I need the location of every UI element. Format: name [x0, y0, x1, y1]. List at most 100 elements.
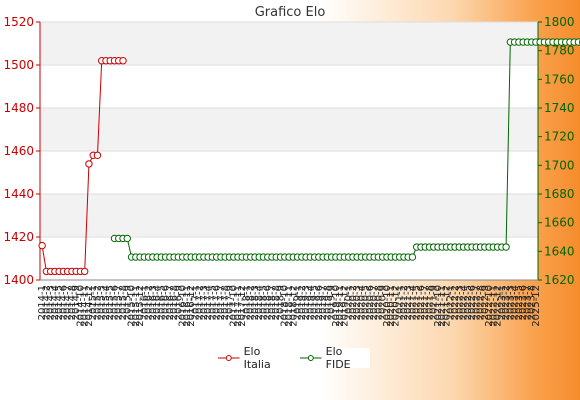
x-tick-label: 2016-7 — [165, 285, 176, 320]
x-tick-label: 2022-9 — [480, 285, 491, 320]
x-tick-label: 2022-12 — [493, 285, 504, 327]
series-point-1 — [123, 234, 131, 243]
y-tick-label-left: 1440 — [3, 187, 34, 201]
x-tick-label: 2021-5 — [412, 285, 423, 320]
x-tick-label: 2017-8 — [220, 285, 231, 320]
x-tick-label: 2019-9 — [327, 285, 338, 320]
series-point-0 — [85, 160, 93, 168]
y-tick-label-left: 1460 — [3, 144, 34, 158]
x-tick-label: 2018-2 — [246, 285, 257, 320]
legend-item-fide: Elo FIDE — [300, 345, 370, 371]
x-tick-label: 2020-1 — [344, 285, 355, 320]
x-tick-label: 2014-2 — [41, 285, 52, 320]
y-tick-label-right: 1660 — [544, 216, 575, 230]
x-tick-label: 2018-1 — [241, 285, 252, 320]
x-tick-label: 2017-4 — [203, 285, 214, 320]
x-tick-label: 2021-7 — [420, 285, 431, 320]
x-tick-label: 2018-11 — [284, 285, 295, 327]
x-tick-label: 2020-11 — [386, 285, 397, 327]
x-tick-label: 2023-4 — [510, 285, 521, 320]
x-tick-label: 2014-11 — [80, 285, 91, 327]
x-tick-label: 2018-3 — [250, 285, 261, 320]
series-point-1 — [408, 253, 417, 261]
x-tick-label: 2015-10 — [127, 285, 138, 327]
x-tick-label: 2015-7 — [114, 285, 125, 320]
x-tick-label: 2019-2 — [297, 285, 308, 320]
series-point-0 — [38, 241, 46, 250]
x-tick-label: 2020-3 — [352, 285, 363, 320]
x-tick-label: 2019-10 — [331, 285, 342, 327]
y-tick-label-right: 1640 — [544, 244, 575, 258]
x-tick-label: 2022-4 — [459, 285, 470, 320]
x-tick-label: 2019-5 — [310, 285, 321, 320]
chart-legend: Elo Italia Elo FIDE — [212, 345, 370, 371]
y-tick-label-right: 1800 — [544, 15, 575, 29]
x-tick-label: 2018-10 — [280, 285, 291, 327]
x-tick-label: 2021-10 — [433, 285, 444, 327]
series-point-0 — [119, 57, 127, 65]
x-tick-label: 2018-7 — [267, 285, 278, 320]
x-tick-label: 2017-6 — [212, 285, 223, 320]
x-tick-label: 2016-4 — [152, 285, 163, 320]
x-tick-label: 2017-2 — [195, 285, 206, 320]
x-tick-label: 2019-6 — [314, 285, 325, 320]
x-tick-label: 2023-8 — [527, 285, 538, 320]
x-tick-label: 2014-7 — [63, 285, 74, 320]
x-tick-label: 2017-1 — [190, 285, 201, 320]
x-tick-label: 2022-2 — [450, 285, 461, 320]
x-tick-label: 2016-1 — [139, 285, 150, 320]
x-tick-label: 2022-1 — [446, 285, 457, 320]
y-tick-label-right: 1720 — [544, 130, 575, 144]
x-tick-label: 2014-3 — [46, 285, 57, 320]
x-tick-label: 2020-4 — [356, 285, 367, 320]
x-tick-label: 2018-6 — [263, 285, 274, 320]
x-tick-label: 2019-12 — [339, 285, 350, 327]
x-tick-label: 2019-4 — [305, 285, 316, 320]
x-tick-label: 2015-8 — [118, 285, 129, 320]
x-tick-label: 2021-4 — [407, 285, 418, 320]
series-point-1 — [574, 38, 580, 46]
x-tick-label: 2018-8 — [271, 285, 282, 320]
x-tick-label: 2020-2 — [348, 285, 359, 320]
x-tick-label: 2021-8 — [424, 285, 435, 320]
x-tick-label: 2020-12 — [390, 285, 401, 327]
x-tick-label: 2014-8 — [67, 285, 78, 320]
legend-swatch-fide — [300, 355, 322, 361]
x-tick-label: 2022-7 — [471, 285, 482, 320]
x-tick-label: 2015-4 — [101, 285, 112, 320]
x-tick-label: 2020-10 — [382, 285, 393, 327]
x-tick-label: 2022-5 — [463, 285, 474, 320]
y-tick-label-right: 1620 — [544, 273, 575, 287]
x-tick-label: 2015-12 — [135, 285, 146, 327]
y-tick-label-left: 1420 — [3, 230, 34, 244]
x-tick-label: 2018-4 — [254, 285, 265, 320]
series-point-1 — [502, 243, 510, 251]
x-tick-label: 2022-10 — [484, 285, 495, 327]
x-tick-label: 2023-5 — [514, 285, 525, 320]
x-tick-label: 2019-7 — [318, 285, 329, 320]
x-tick-label: 2021-11 — [437, 285, 448, 327]
x-tick-label: 2016-3 — [148, 285, 159, 320]
x-tick-label: 2014-10 — [75, 285, 86, 327]
y-tick-label-right: 1680 — [544, 187, 575, 201]
x-tick-label: 2016-9 — [173, 285, 184, 320]
x-tick-label: 2022-6 — [467, 285, 478, 320]
x-tick-label: 2021-12 — [441, 285, 452, 327]
x-tick-label: 2016-11 — [182, 285, 193, 327]
x-tick-label: 2020-9 — [378, 285, 389, 320]
grid-band — [40, 65, 538, 108]
y-tick-label-right: 1740 — [544, 101, 575, 115]
x-tick-label: 2019-11 — [335, 285, 346, 327]
legend-swatch-italia — [218, 355, 240, 361]
x-tick-label: 2021-6 — [416, 285, 427, 320]
x-tick-label: 2015-5 — [105, 285, 116, 320]
x-tick-label: 2015-1 — [88, 285, 99, 320]
x-tick-label: 2014-1 — [37, 285, 48, 320]
legend-item-italia: Elo Italia — [218, 345, 290, 371]
grid-band — [40, 194, 538, 237]
x-tick-label: 2023-6 — [518, 285, 529, 320]
x-tick-label: 2023-2 — [501, 285, 512, 320]
x-tick-label: 2017-12 — [237, 285, 248, 327]
